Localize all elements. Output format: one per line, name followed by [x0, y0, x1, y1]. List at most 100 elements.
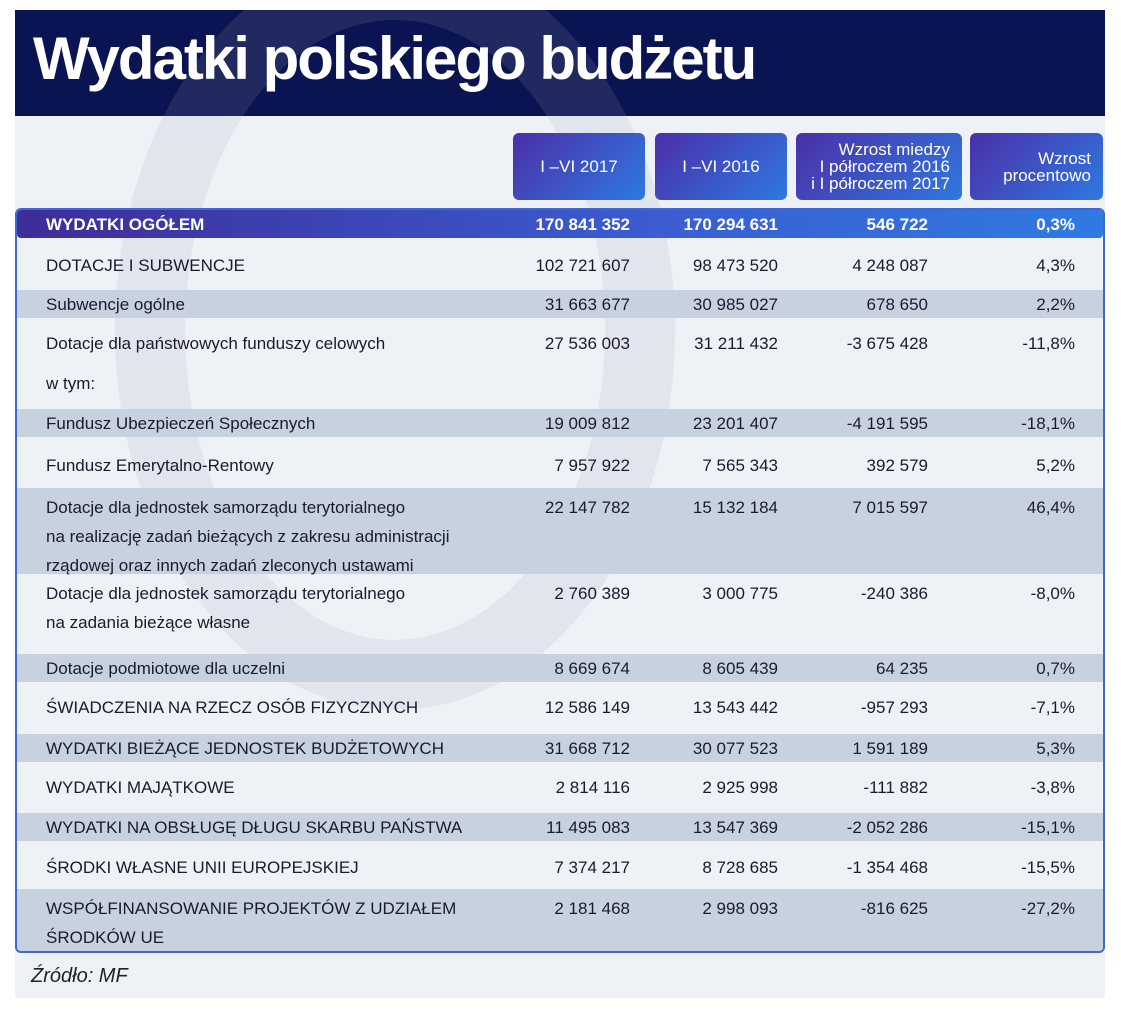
cell-value: 64 235 — [876, 659, 928, 678]
column-header-2016: I –VI 2016 — [655, 133, 787, 200]
cell-value: 2 925 998 — [702, 778, 778, 797]
row-label: Subwencje ogólne — [46, 295, 185, 314]
cell-value: -1 354 468 — [846, 858, 928, 877]
table-row: w tym: — [17, 364, 1103, 402]
cell-value: 7 015 597 — [852, 498, 928, 517]
cell-value: 7 374 217 — [554, 858, 630, 877]
table-row: DOTACJE I SUBWENCJE 102 721 607 98 473 520… — [17, 246, 1103, 286]
cell-value: 678 650 — [866, 295, 928, 314]
cell-value: 4 248 087 — [852, 256, 928, 275]
cell-value: 15 132 184 — [692, 498, 778, 517]
cell-value: 8 728 685 — [702, 858, 778, 877]
cell-value: 46,4% — [1026, 498, 1075, 517]
cell-value: 1 591 189 — [852, 739, 928, 758]
table-row: ŚWIADCZENIA NA RZECZ OSÓB FIZYCZNYCH 12 5… — [17, 688, 1103, 728]
row-label: w tym: — [46, 374, 96, 393]
table-row: Subwencje ogólne 31 663 677 30 985 027 678 … — [17, 290, 1103, 318]
budget-table: WYDATKI OGÓŁEM 170 841 352 170 294 631 546 … — [15, 208, 1105, 953]
table-row: Fundusz Emerytalno-Rentowy 7 957 922 7 565… — [17, 446, 1103, 486]
row-label: ŚWIADCZENIA NA RZECZ OSÓB FIZYCZNYCH — [46, 698, 419, 717]
cell-value: 170 841 352 — [535, 215, 630, 234]
cell-value: 4,3% — [1036, 256, 1075, 275]
cell-value: -4 191 595 — [846, 414, 928, 433]
infographic: Wydatki polskiego budżetu I –VI 2017 I –… — [15, 10, 1105, 998]
row-label: WYDATKI NA OBSŁUGĘ DŁUGU SKARBU PAŃSTWA — [46, 818, 463, 837]
cell-value: 11 495 083 — [546, 818, 630, 837]
cell-value: -111 882 — [863, 778, 928, 797]
column-header-percent: Wzrost procentowo — [970, 133, 1103, 200]
row-label: Dotacje dla jednostek samorządu terytori… — [46, 498, 450, 575]
cell-value: 31 211 432 — [694, 334, 778, 353]
cell-value: 0,3% — [1036, 215, 1075, 234]
cell-value: 2 181 468 — [554, 899, 630, 918]
page-title: Wydatki polskiego budżetu — [33, 25, 757, 92]
cell-value: 31 668 712 — [544, 739, 630, 758]
cell-value: 19 009 812 — [544, 414, 630, 433]
cell-value: 2,2% — [1036, 295, 1075, 314]
cell-value: -15,5% — [1021, 858, 1075, 877]
cell-value: 0,7% — [1036, 659, 1075, 678]
cell-value: 7 957 922 — [554, 456, 630, 475]
table-row: Fundusz Ubezpieczeń Społecznych 19 009 81… — [17, 409, 1103, 437]
cell-value: -15,1% — [1021, 818, 1075, 837]
row-label: Fundusz Ubezpieczeń Społecznych — [46, 414, 316, 433]
row-label: WYDATKI MAJĄTKOWE — [46, 778, 235, 797]
row-label: WSPÓŁFINANSOWANIE PROJEKTÓW Z UDZIAŁEM Ś… — [46, 899, 457, 947]
cell-value: -3,8% — [1030, 778, 1075, 797]
cell-value: -18,1% — [1021, 414, 1075, 433]
title-bar: Wydatki polskiego budżetu — [15, 10, 1105, 116]
cell-value: 30 077 523 — [692, 739, 778, 758]
cell-value: 170 294 631 — [683, 215, 778, 234]
cell-value: -816 625 — [860, 899, 928, 918]
cell-value: -2 052 286 — [846, 818, 928, 837]
cell-value: -11,8% — [1022, 334, 1075, 353]
cell-value: 5,3% — [1036, 739, 1075, 758]
cell-value: -27,2% — [1021, 899, 1075, 918]
column-header-growth: Wzrost miedzy I półroczem 2016 i I półro… — [796, 133, 962, 200]
table-row: WYDATKI MAJĄTKOWE 2 814 116 2 925 998 -111 … — [17, 768, 1103, 808]
cell-value: -7,1% — [1030, 698, 1075, 717]
column-header-2017: I –VI 2017 — [513, 133, 645, 200]
cell-value: 27 536 003 — [544, 334, 630, 353]
cell-value: 546 722 — [866, 215, 928, 234]
table-row: Dotacje podmiotowe dla uczelni 8 669 674 8… — [17, 654, 1103, 682]
table-row: Dotacje dla jednostek samorządu terytori… — [17, 574, 1103, 652]
table-row: WYDATKI BIEŻĄCE JEDNOSTEK BUDŻETOWYCH 31 … — [17, 734, 1103, 762]
cell-value: 5,2% — [1036, 456, 1075, 475]
row-label: Dotacje dla państwowych funduszy celowyc… — [46, 334, 386, 353]
cell-value: 23 201 407 — [692, 414, 778, 433]
cell-value: 2 998 093 — [702, 899, 778, 918]
cell-value: -240 386 — [860, 584, 928, 603]
cell-value: 12 586 149 — [544, 698, 630, 717]
cell-value: 22 147 782 — [544, 498, 630, 517]
cell-value: 392 579 — [866, 456, 928, 475]
row-label: DOTACJE I SUBWENCJE — [46, 256, 245, 275]
cell-value: 13 543 442 — [692, 698, 778, 717]
cell-value: 2 760 389 — [554, 584, 630, 603]
source-note: Źródło: MF — [31, 965, 128, 987]
cell-value: 98 473 520 — [692, 256, 778, 275]
row-label: WYDATKI BIEŻĄCE JEDNOSTEK BUDŻETOWYCH — [46, 739, 444, 758]
row-label: Fundusz Emerytalno-Rentowy — [46, 456, 274, 475]
cell-value: 8 669 674 — [554, 659, 630, 678]
cell-value: 13 547 369 — [692, 818, 778, 837]
cell-value: 102 721 607 — [535, 256, 630, 275]
table-row: WSPÓŁFINANSOWANIE PROJEKTÓW Z UDZIAŁEM Ś… — [17, 889, 1103, 951]
cell-value: 8 605 439 — [702, 659, 778, 678]
cell-value: -8,0% — [1030, 584, 1075, 603]
table-row: ŚRODKI WŁASNE UNII EUROPEJSKIEJ 7 374 217… — [17, 848, 1103, 888]
cell-value: -3 675 428 — [846, 334, 928, 353]
cell-value: -957 293 — [860, 698, 928, 717]
row-label: Dotacje podmiotowe dla uczelni — [46, 659, 286, 678]
row-label: WYDATKI OGÓŁEM — [46, 215, 205, 234]
cell-value: 3 000 775 — [702, 584, 778, 603]
cell-value: 7 565 343 — [702, 456, 778, 475]
table-row: WYDATKI NA OBSŁUGĘ DŁUGU SKARBU PAŃSTWA 1… — [17, 813, 1103, 841]
cell-value: 2 814 116 — [555, 778, 630, 797]
cell-value: 31 663 677 — [544, 295, 630, 314]
table-row: WYDATKI OGÓŁEM 170 841 352 170 294 631 546 … — [17, 210, 1103, 238]
row-label: Dotacje dla jednostek samorządu terytori… — [46, 584, 406, 632]
table-row: Dotacje dla państwowych funduszy celowyc… — [17, 324, 1103, 364]
table-row: Dotacje dla jednostek samorządu terytori… — [17, 488, 1103, 575]
cell-value: 30 985 027 — [692, 295, 778, 314]
